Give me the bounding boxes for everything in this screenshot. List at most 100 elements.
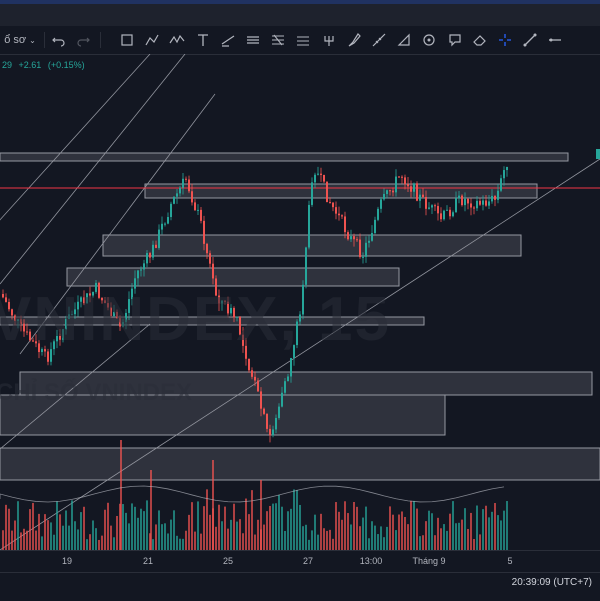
fib-icon[interactable] (269, 31, 287, 49)
volume-bar (293, 489, 295, 550)
volume-bar (152, 539, 154, 550)
candle-body (140, 269, 142, 271)
volume-bar (209, 514, 211, 550)
candle-body (14, 315, 16, 321)
crosshair-icon[interactable] (496, 31, 514, 49)
candle-body (299, 314, 301, 322)
candle-body (128, 299, 130, 313)
note-icon[interactable] (446, 31, 464, 49)
clock: 20:39:09 (UTC+7) (511, 577, 592, 588)
timeframe-selector[interactable]: ổ sơ ⌄ (2, 31, 38, 49)
volume-bar (245, 498, 247, 550)
brush-icon[interactable] (345, 31, 363, 49)
volume-spike (260, 480, 262, 550)
candle-body (293, 345, 295, 359)
candle-body (104, 300, 106, 304)
chart-canvas[interactable] (0, 54, 600, 550)
volume-bar (287, 511, 289, 550)
trend-line (0, 158, 600, 550)
trend-line (0, 54, 151, 221)
volume-bar (86, 539, 88, 550)
candle-body (236, 316, 238, 318)
candle-body (266, 413, 268, 429)
multi-line-icon[interactable] (294, 31, 312, 49)
volume-bar (299, 504, 301, 550)
volume-bar (458, 522, 460, 550)
redo-icon[interactable] (74, 31, 92, 49)
volume-spike (212, 460, 214, 550)
candle-body (458, 195, 460, 199)
candle-body (122, 322, 124, 327)
volume-bar (155, 524, 157, 550)
candle-body (359, 239, 361, 258)
path-icon[interactable] (143, 31, 161, 49)
volume-bar (98, 539, 100, 550)
time-axis[interactable]: 19 21 25 27 13:00 Tháng 9 5 (0, 550, 600, 573)
candle-body (101, 297, 103, 301)
volume-bar (251, 490, 253, 550)
candle-body (227, 301, 229, 314)
volume-bar (50, 522, 52, 550)
trend-icon[interactable] (219, 31, 237, 49)
pitchfork-icon[interactable] (320, 31, 338, 49)
undo-icon[interactable] (50, 31, 68, 49)
volume-bar (341, 519, 343, 550)
rectangle-icon[interactable] (118, 31, 136, 49)
candle-body (242, 334, 244, 346)
candle-body (407, 184, 409, 187)
candle-body (491, 195, 493, 202)
candle-body (8, 301, 10, 310)
candle-body (218, 295, 220, 304)
volume-bar (320, 513, 322, 550)
candle-body (215, 278, 217, 296)
zigzag-icon[interactable] (168, 31, 186, 49)
candle-body (269, 428, 271, 436)
horizontal-ray-icon[interactable] (546, 31, 564, 49)
volume-bar (41, 536, 43, 550)
candle-body (353, 236, 355, 240)
volume-bar (35, 530, 37, 550)
volume-bar (95, 528, 97, 550)
volume-bar (353, 502, 355, 550)
circle-icon[interactable] (420, 31, 438, 49)
volume-bar (11, 530, 13, 550)
candle-body (20, 319, 22, 324)
text-icon[interactable] (194, 31, 212, 49)
line-icon[interactable] (521, 31, 539, 49)
volume-bar (482, 509, 484, 550)
candle-body (113, 311, 115, 317)
candle-body (437, 206, 439, 214)
volume-bar (140, 508, 142, 550)
candle-body (176, 193, 178, 197)
volume-bar (215, 526, 217, 550)
volume-bar (233, 503, 235, 550)
volume-bar (38, 513, 40, 550)
candle-body (380, 199, 382, 209)
candle-body (446, 209, 448, 211)
parallel-channel-icon[interactable] (244, 31, 262, 49)
volume-bar (71, 500, 73, 550)
candle-body (260, 391, 262, 409)
candle-body (143, 263, 145, 270)
zone-rect (144, 183, 538, 199)
candle-body (365, 242, 367, 257)
trend-line (19, 93, 216, 355)
candle-body (488, 201, 490, 206)
x-label-27: 27 (302, 556, 314, 566)
ruler-icon[interactable] (370, 31, 388, 49)
triangle-icon[interactable] (395, 31, 413, 49)
candle-body (170, 203, 172, 218)
volume-bar (272, 503, 274, 550)
volume-bar (416, 508, 418, 550)
zone-rect (0, 316, 425, 326)
volume-ma (0, 485, 505, 503)
volume-bar (464, 508, 466, 550)
volume-bar (494, 503, 496, 550)
candle-body (497, 190, 499, 200)
candle-body (479, 200, 481, 205)
candle-body (158, 229, 160, 248)
candle-body (422, 194, 424, 197)
candle-body (317, 173, 319, 175)
eraser-icon[interactable] (471, 31, 489, 49)
chart-pane[interactable]: VNINDEX, 15 CHỈ SỐ VNINDEX (0, 54, 600, 550)
